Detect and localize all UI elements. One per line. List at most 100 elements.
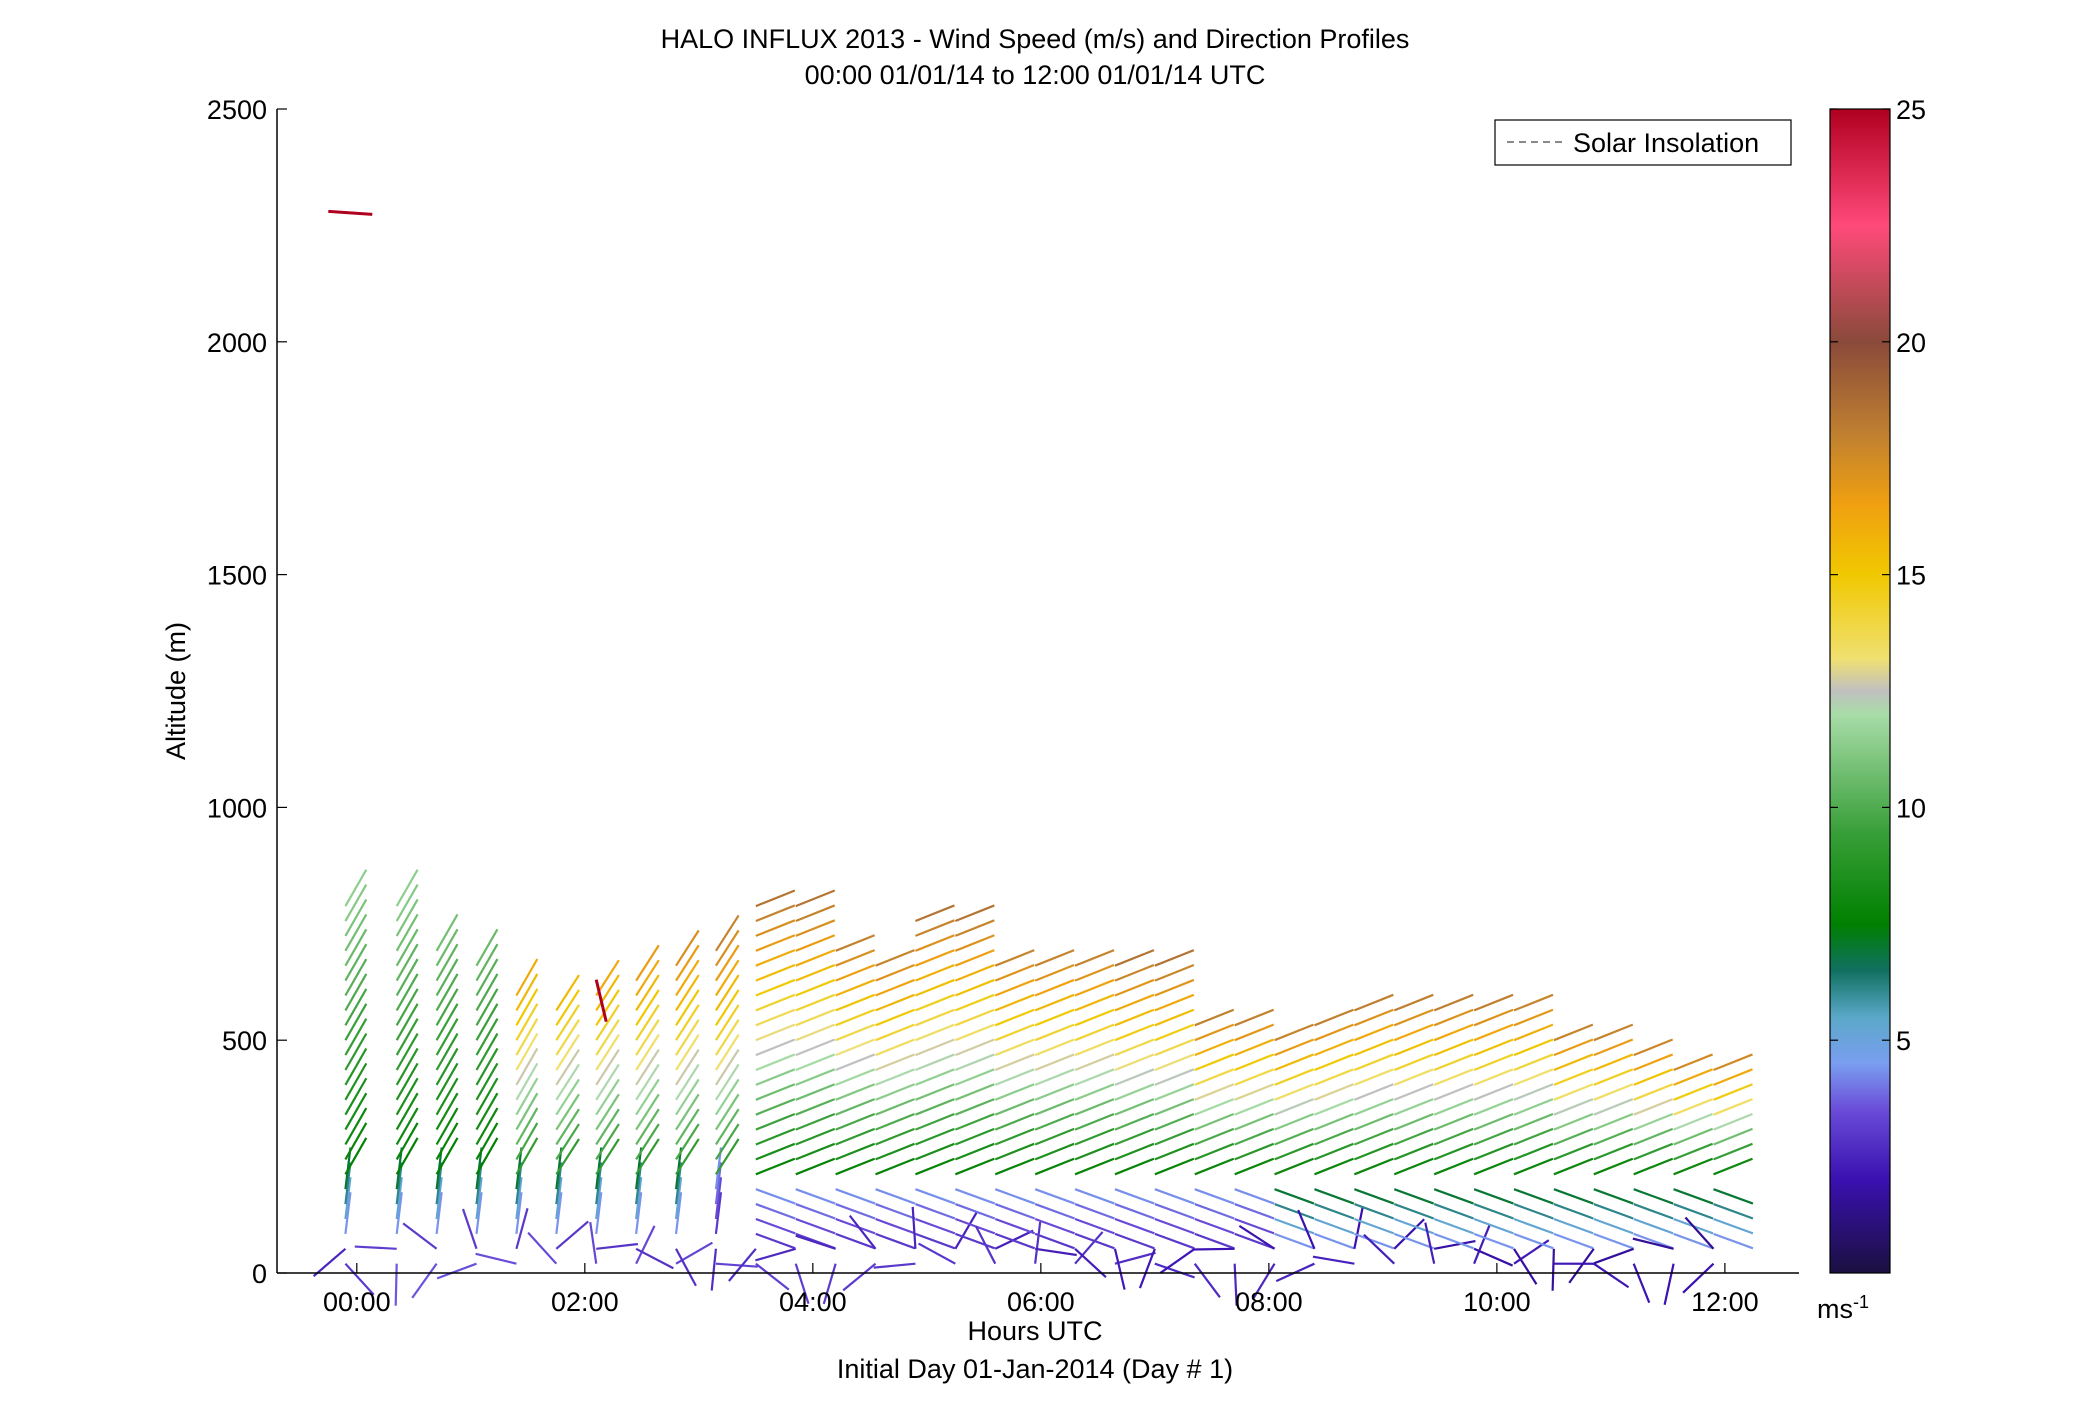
wind-vector	[1034, 1053, 1075, 1072]
wind-vector	[715, 1262, 758, 1268]
x-axis-label: Hours UTC	[967, 1316, 1102, 1346]
wind-vector	[635, 1123, 660, 1160]
wind-vector	[1553, 1038, 1594, 1057]
wind-vector	[1234, 1098, 1275, 1116]
wind-vector	[1593, 1023, 1634, 1042]
wind-vector	[475, 1122, 499, 1160]
y-tick-label: 0	[252, 1259, 267, 1289]
wind-vector	[1553, 1188, 1594, 1205]
wind-vector	[715, 1034, 740, 1071]
wind-vector	[1473, 1083, 1514, 1101]
wind-vector	[1274, 1053, 1314, 1072]
wind-vector	[1234, 1217, 1275, 1235]
wind-vector	[1633, 1157, 1674, 1176]
wind-vector	[1593, 1068, 1634, 1086]
wind-vector	[1154, 1008, 1195, 1027]
wind-vector	[875, 949, 915, 967]
wind-vector	[1274, 1112, 1314, 1131]
wind-vector	[1393, 1083, 1434, 1101]
wind-vector	[755, 1127, 796, 1146]
wind-vector	[1114, 1083, 1155, 1101]
wind-vector	[1673, 1053, 1714, 1072]
wind-vector	[1673, 1188, 1714, 1205]
wind-vector	[835, 1038, 876, 1057]
wind-vector	[1433, 1127, 1474, 1146]
wind-vector	[515, 1162, 523, 1205]
wind-vector	[755, 1008, 796, 1027]
wind-vector	[1154, 978, 1195, 997]
wind-vector	[555, 1019, 580, 1056]
wind-vector	[344, 1062, 368, 1101]
wind-vector	[1513, 1083, 1554, 1101]
wind-vector	[1633, 1232, 1674, 1250]
wind-vector	[835, 1157, 876, 1176]
wind-vector	[954, 904, 995, 923]
wind-vector	[1159, 1247, 1196, 1274]
wind-vector	[875, 1053, 915, 1072]
wind-vector	[1074, 1023, 1115, 1042]
wind-vector	[595, 1108, 620, 1146]
wind-vector	[1593, 1157, 1634, 1176]
wind-vector	[1074, 1203, 1115, 1220]
wind-vector	[1513, 1068, 1554, 1086]
wind-vector	[715, 1093, 740, 1131]
wind-vector	[1274, 1157, 1314, 1176]
wind-vector	[1074, 1098, 1115, 1116]
wind-vector	[755, 934, 796, 952]
wind-vector	[994, 993, 1035, 1012]
wind-vector	[1233, 1263, 1238, 1306]
wind-vector	[1593, 1203, 1634, 1220]
wind-vector	[1673, 1083, 1714, 1101]
wind-vector	[475, 958, 499, 997]
x-ticks: 00:00 02:00 04:00 06:00 08:00 10:00 12:00	[323, 1263, 1759, 1317]
wind-vector	[1194, 1023, 1235, 1042]
wind-vector	[1154, 964, 1195, 982]
wind-vector	[875, 1098, 915, 1116]
wind-vector	[1713, 1217, 1754, 1235]
wind-vector	[915, 1038, 955, 1057]
wind-vector	[435, 1137, 459, 1175]
wind-vector	[475, 1033, 499, 1071]
wind-vector	[1393, 993, 1434, 1012]
wind-vector	[715, 959, 740, 997]
wind-vector	[1393, 1127, 1434, 1146]
wind-vector	[475, 1077, 499, 1116]
wind-vector	[1593, 1188, 1634, 1205]
wind-vector	[994, 964, 1035, 982]
wind-vector	[1593, 1083, 1634, 1101]
wind-vector	[1433, 1038, 1474, 1057]
wind-vector	[1238, 1224, 1276, 1250]
wind-vector	[344, 1137, 368, 1175]
wind-vector	[994, 978, 1035, 997]
wind-vector	[1513, 1127, 1554, 1146]
wind-vector	[1194, 1068, 1235, 1086]
wind-vector	[915, 1217, 956, 1235]
wind-vector	[1673, 1098, 1714, 1116]
wind-vector	[795, 919, 836, 937]
wind-vector	[435, 1062, 459, 1101]
wind-vector	[1114, 1068, 1155, 1086]
wind-vector	[675, 959, 700, 997]
wind-vector	[395, 928, 419, 967]
wind-vector	[1633, 1083, 1674, 1101]
wind-vector	[1034, 993, 1075, 1012]
wind-vector	[795, 1203, 836, 1220]
wind-vector	[1234, 1142, 1275, 1161]
wind-vector	[475, 1177, 483, 1220]
wind-vector	[1274, 1188, 1315, 1205]
wind-vector	[344, 1003, 368, 1041]
wind-vector	[555, 974, 580, 1011]
wind-vector	[1194, 1038, 1235, 1057]
wind-vector	[1074, 1112, 1115, 1131]
colorbar-ticks: 5 10 15 20 25	[1830, 95, 1926, 1056]
wind-vector	[1353, 1127, 1394, 1146]
wind-vector	[1513, 1053, 1554, 1072]
wind-vector	[835, 1053, 876, 1072]
wind-vector	[1473, 1247, 1514, 1267]
wind-vector	[1034, 1127, 1075, 1146]
colorbar: 5 10 15 20 25 ms-1	[1817, 95, 1926, 1324]
wind-vector	[344, 1033, 368, 1071]
wind-vector	[1553, 1203, 1594, 1220]
wind-vector	[755, 1188, 796, 1205]
wind-vector	[1034, 1068, 1075, 1086]
